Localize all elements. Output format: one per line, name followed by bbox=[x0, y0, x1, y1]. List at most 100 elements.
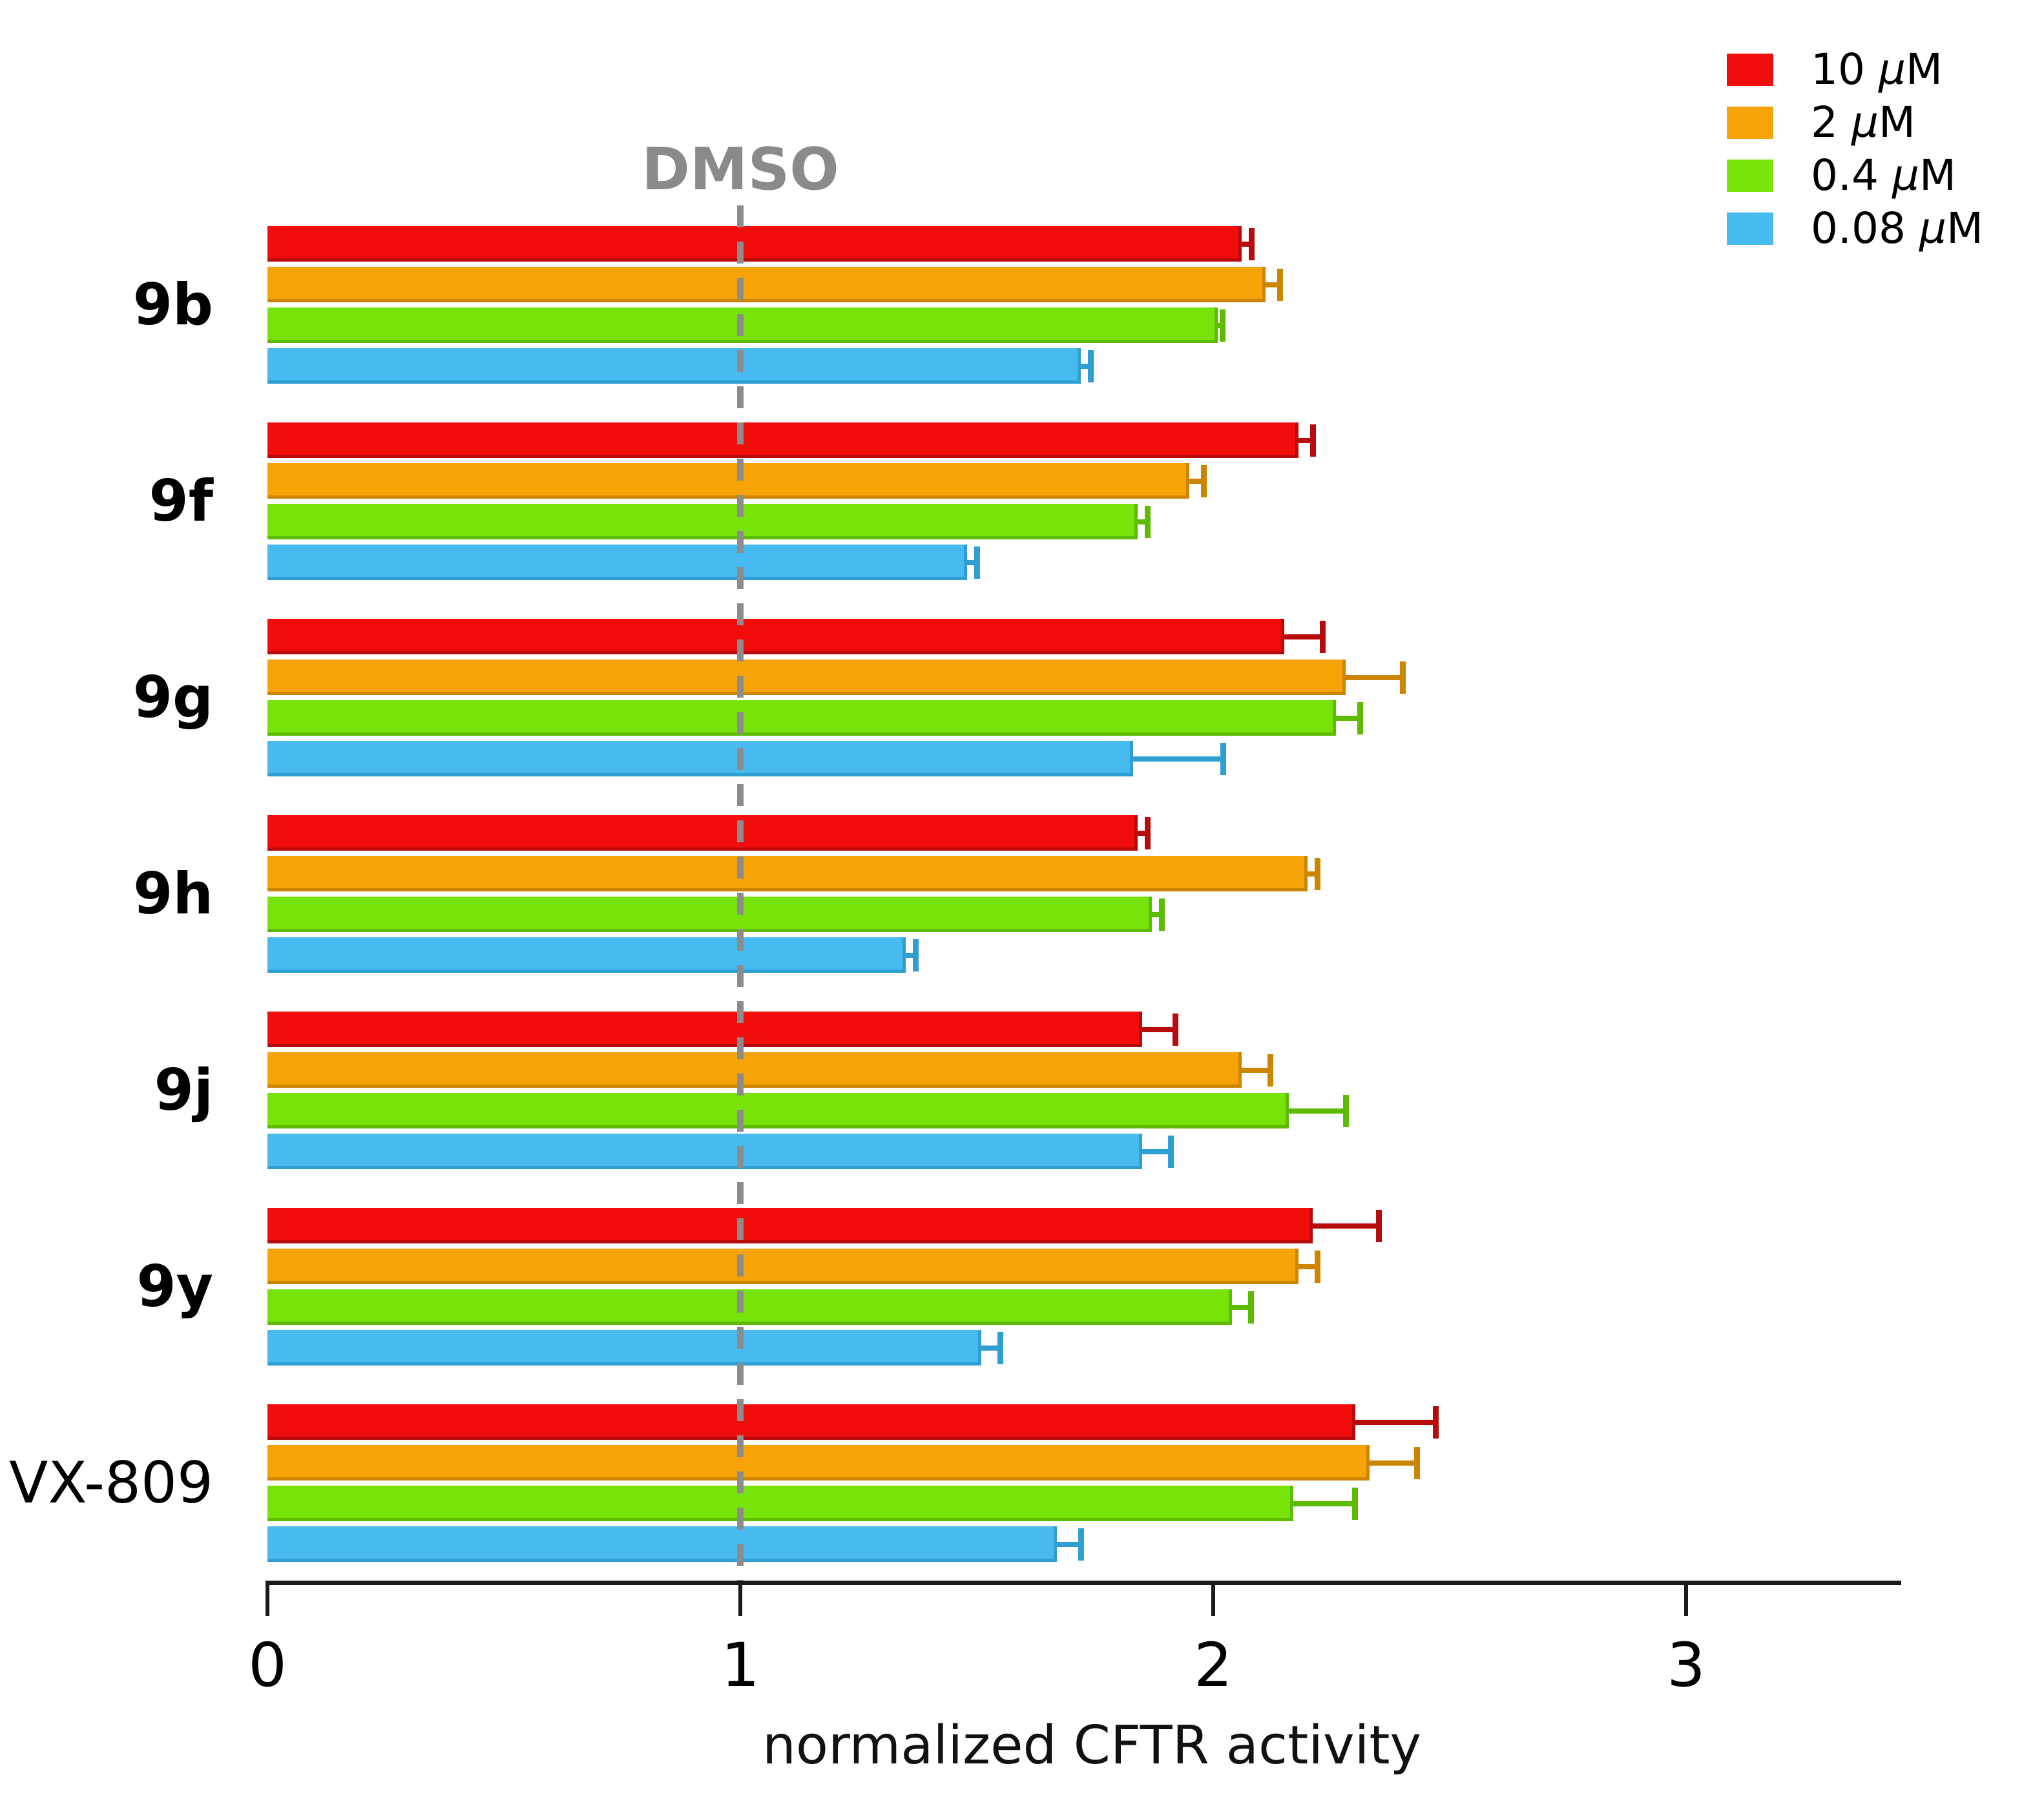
error-cap-9g-2uM bbox=[1400, 661, 1406, 694]
error-line-VX-809-0.08uM bbox=[1057, 1542, 1081, 1547]
error-cap-VX-809-2uM bbox=[1414, 1447, 1420, 1479]
bar-9b-10uM bbox=[267, 226, 1242, 262]
error-cap-9f-10uM bbox=[1310, 424, 1316, 457]
x-axis-tick-3 bbox=[1684, 1581, 1688, 1616]
dmso-reference-line bbox=[737, 205, 744, 1581]
error-line-9j-0.08uM bbox=[1142, 1149, 1171, 1154]
legend-item-0.08uM: 0.08 µM bbox=[1727, 207, 1983, 250]
bar-9g-2uM bbox=[267, 660, 1346, 695]
x-axis-tick-2 bbox=[1211, 1581, 1215, 1616]
legend-swatch-0.4uM bbox=[1727, 160, 1773, 192]
error-cap-9b-2uM bbox=[1277, 269, 1283, 301]
category-label-9g: 9g bbox=[132, 664, 213, 731]
legend-item-10uM: 10 µM bbox=[1727, 48, 1943, 91]
x-axis-tick-0 bbox=[266, 1581, 269, 1616]
bar-9j-0.08uM bbox=[267, 1134, 1142, 1169]
bar-9y-10uM bbox=[267, 1208, 1313, 1243]
bar-9g-0.4uM bbox=[267, 700, 1336, 736]
error-line-9b-10uM bbox=[1242, 242, 1251, 247]
bar-9b-2uM bbox=[267, 267, 1266, 302]
error-line-VX-809-10uM bbox=[1355, 1420, 1435, 1425]
bar-VX-809-2uM bbox=[267, 1445, 1370, 1481]
error-line-9g-10uM bbox=[1284, 634, 1322, 639]
x-axis-tick-label-0: 0 bbox=[248, 1630, 287, 1701]
category-label-9y: 9y bbox=[136, 1253, 213, 1320]
error-line-9f-10uM bbox=[1298, 438, 1313, 443]
error-line-9f-0.08uM bbox=[967, 560, 977, 565]
x-axis-title: normalized CFTR activity bbox=[762, 1715, 1422, 1776]
bar-9h-2uM bbox=[267, 856, 1308, 891]
error-line-9g-2uM bbox=[1346, 675, 1403, 680]
error-cap-9g-0.08uM bbox=[1220, 743, 1226, 775]
error-line-VX-809-0.4uM bbox=[1293, 1501, 1355, 1506]
error-cap-9b-0.08uM bbox=[1088, 350, 1094, 382]
bar-9f-2uM bbox=[267, 463, 1189, 499]
error-line-9h-2uM bbox=[1308, 871, 1317, 877]
bar-VX-809-0.08uM bbox=[267, 1526, 1057, 1562]
error-cap-9j-10uM bbox=[1173, 1013, 1178, 1046]
legend-swatch-2uM bbox=[1727, 107, 1773, 139]
error-line-9b-0.08uM bbox=[1081, 364, 1090, 369]
error-cap-9j-0.08uM bbox=[1168, 1136, 1174, 1168]
x-axis-tick-label-3: 3 bbox=[1667, 1630, 1705, 1701]
bar-VX-809-10uM bbox=[267, 1404, 1355, 1440]
error-line-9g-0.08uM bbox=[1133, 756, 1223, 762]
bar-9h-10uM bbox=[267, 815, 1138, 851]
bar-9h-0.08uM bbox=[267, 937, 906, 973]
category-label-9j: 9j bbox=[154, 1057, 213, 1123]
error-cap-9f-0.08uM bbox=[974, 546, 980, 579]
category-label-9f: 9f bbox=[149, 468, 213, 534]
bar-9h-0.4uM bbox=[267, 897, 1152, 932]
legend-swatch-10uM bbox=[1727, 54, 1773, 86]
error-line-9y-2uM bbox=[1298, 1264, 1317, 1269]
bar-9f-0.4uM bbox=[267, 504, 1138, 539]
error-cap-9h-0.08uM bbox=[913, 939, 919, 972]
dmso-reference-label: DMSO bbox=[641, 136, 839, 203]
bar-9y-0.4uM bbox=[267, 1289, 1232, 1325]
error-line-9f-2uM bbox=[1189, 479, 1204, 484]
error-line-9h-0.4uM bbox=[1152, 912, 1162, 917]
legend-swatch-0.08uM bbox=[1727, 213, 1773, 245]
category-label-9h: 9h bbox=[133, 860, 213, 927]
error-cap-9h-10uM bbox=[1145, 817, 1151, 849]
x-axis-tick-1 bbox=[738, 1581, 742, 1616]
error-line-9g-0.4uM bbox=[1336, 716, 1360, 721]
category-label-VX-809: VX-809 bbox=[9, 1450, 213, 1516]
error-cap-9y-2uM bbox=[1315, 1251, 1320, 1283]
error-cap-VX-809-10uM bbox=[1433, 1406, 1439, 1439]
error-line-9h-10uM bbox=[1138, 831, 1147, 836]
legend-item-2uM: 2 µM bbox=[1727, 101, 1915, 144]
bar-9b-0.08uM bbox=[267, 348, 1081, 384]
legend-label-10uM: 10 µM bbox=[1811, 45, 1943, 94]
error-cap-9g-10uM bbox=[1320, 621, 1326, 653]
error-line-9y-0.4uM bbox=[1232, 1305, 1251, 1310]
error-line-9j-10uM bbox=[1142, 1027, 1175, 1032]
error-cap-VX-809-0.08uM bbox=[1078, 1528, 1084, 1561]
error-cap-9j-0.4uM bbox=[1343, 1095, 1349, 1127]
error-line-9h-0.08uM bbox=[906, 953, 915, 958]
legend-label-0.08uM: 0.08 µM bbox=[1811, 203, 1983, 253]
error-cap-9h-2uM bbox=[1315, 858, 1320, 890]
error-cap-9y-0.4uM bbox=[1248, 1291, 1254, 1324]
error-cap-9b-0.4uM bbox=[1220, 309, 1225, 342]
error-line-9y-10uM bbox=[1313, 1223, 1379, 1229]
error-cap-9y-0.08uM bbox=[997, 1332, 1003, 1364]
error-cap-VX-809-0.4uM bbox=[1352, 1488, 1358, 1520]
legend-label-0.4uM: 0.4 µM bbox=[1811, 151, 1956, 200]
bar-9y-2uM bbox=[267, 1249, 1298, 1284]
error-cap-9j-2uM bbox=[1267, 1054, 1273, 1086]
legend-item-0.4uM: 0.4 µM bbox=[1727, 154, 1956, 197]
error-cap-9f-2uM bbox=[1201, 465, 1207, 497]
x-axis-tick-label-1: 1 bbox=[721, 1630, 760, 1701]
bar-9j-2uM bbox=[267, 1052, 1242, 1088]
x-axis-tick-label-2: 2 bbox=[1194, 1630, 1233, 1701]
bar-9f-10uM bbox=[267, 422, 1298, 458]
x-axis-line bbox=[267, 1581, 1901, 1585]
error-cap-9y-10uM bbox=[1376, 1210, 1382, 1242]
error-line-9b-2uM bbox=[1266, 282, 1280, 287]
error-line-9f-0.4uM bbox=[1138, 519, 1147, 525]
error-line-9j-2uM bbox=[1242, 1068, 1270, 1073]
bar-9g-10uM bbox=[267, 619, 1284, 654]
